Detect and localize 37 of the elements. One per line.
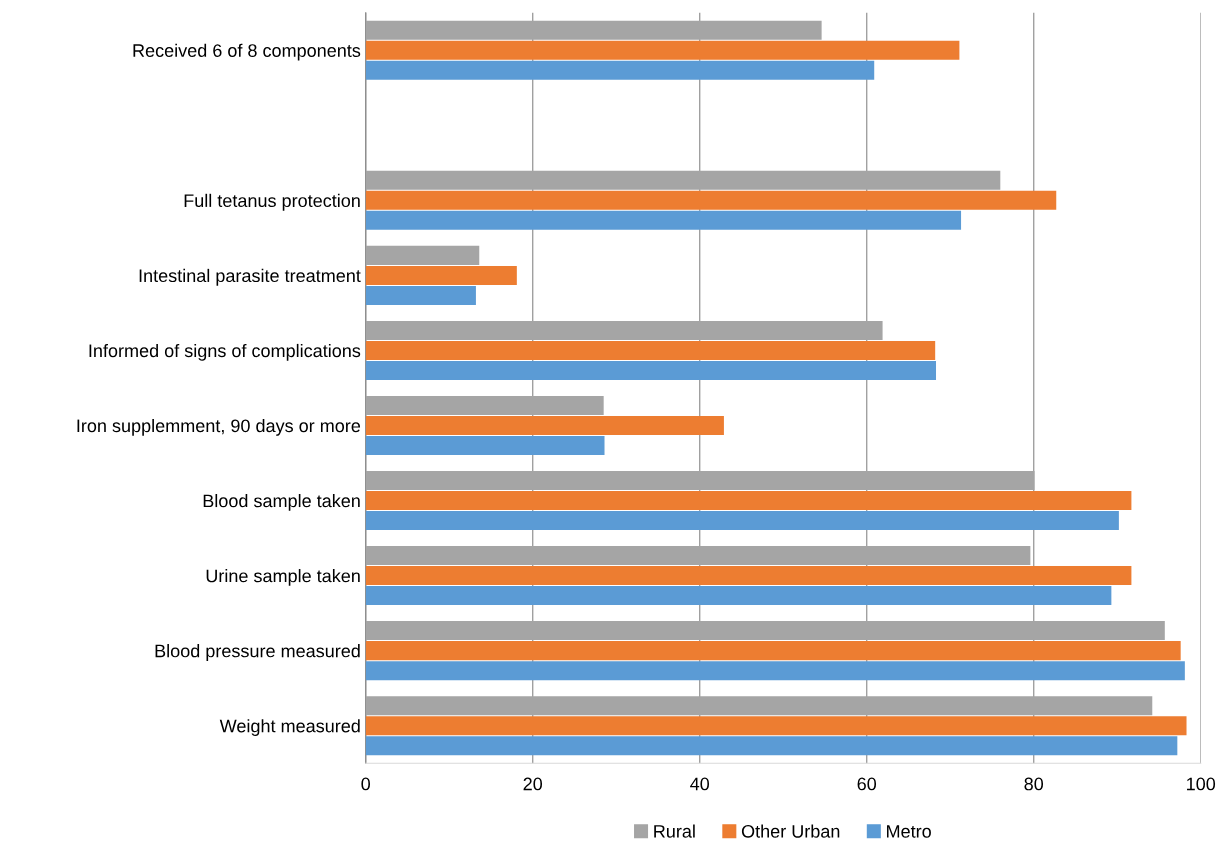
legend-label: Other Urban [741,824,840,838]
x-tick-label: 60 [857,777,877,791]
bar [365,736,1178,756]
y-tick-label: Blood sample taken [203,493,360,511]
bar [365,491,1132,511]
x-tick-label: 100 [1187,777,1216,791]
bar [365,245,480,265]
y-tick-label: Intestinal parasite treatment [139,268,361,286]
x-tick-label: 80 [1024,777,1044,791]
y-tick-label: Blood pressure measured [155,644,360,661]
y-tick-label: Informed of signs of complications [89,343,361,361]
bar [365,190,1057,210]
x-tick-label: 40 [690,777,710,791]
bar [365,340,936,360]
y-tick-label: Full tetanus protection [184,193,360,211]
bar [365,360,937,380]
bar [365,435,605,455]
x-tick-label: 20 [523,777,543,791]
bar [365,210,962,230]
bar [365,661,1185,681]
x-tick-label: 0 [361,777,371,791]
bar [365,40,960,60]
bar [365,586,1112,606]
y-tick-label: Weight measured [219,719,360,736]
y-tick-label: Received 6 of 8 components [133,43,361,61]
bar [365,716,1187,736]
legend-label: Rural [654,824,695,838]
bar [365,641,1181,661]
y-tick-label: Urine sample taken [206,569,360,586]
bar [365,265,517,285]
bar [365,60,875,80]
y-tick-label: Iron supplemment, 90 days or more [77,418,361,436]
bar [365,566,1132,586]
legend-label: Metro [887,825,931,838]
bar [365,285,476,305]
bar [365,415,724,435]
bar [365,511,1119,531]
